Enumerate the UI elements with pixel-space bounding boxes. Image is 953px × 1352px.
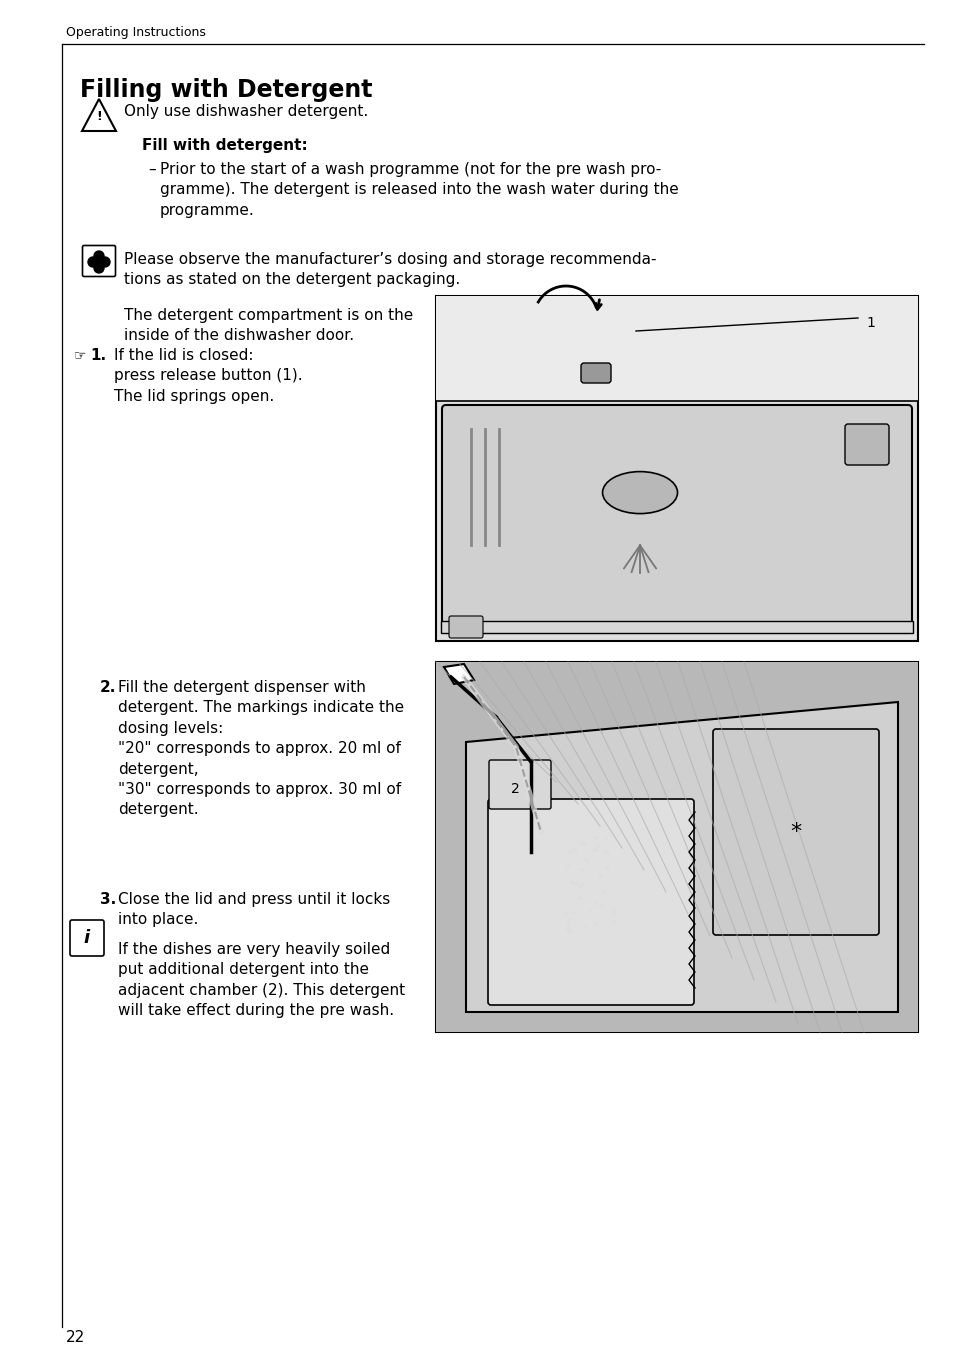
Polygon shape [436,296,917,402]
FancyBboxPatch shape [449,617,482,638]
Polygon shape [436,662,917,1032]
FancyBboxPatch shape [70,919,104,956]
Text: 1: 1 [865,316,874,330]
Text: Prior to the start of a wash programme (not for the pre wash pro-
gramme). The d: Prior to the start of a wash programme (… [160,162,678,218]
Circle shape [94,251,104,261]
Circle shape [96,260,102,265]
Polygon shape [443,664,474,684]
FancyBboxPatch shape [82,246,115,277]
Circle shape [88,257,98,266]
Text: Fill the detergent dispenser with
detergent. The markings indicate the
dosing le: Fill the detergent dispenser with deterg… [118,680,404,818]
Text: Only use dishwasher detergent.: Only use dishwasher detergent. [124,104,368,119]
Text: If the lid is closed:
press release button (1).
The lid springs open.: If the lid is closed: press release butt… [113,347,302,404]
FancyBboxPatch shape [488,799,693,1005]
Text: Fill with detergent:: Fill with detergent: [142,138,308,153]
Text: –: – [148,162,155,177]
Polygon shape [436,662,917,1032]
Circle shape [94,264,104,273]
Polygon shape [436,296,917,641]
Text: 3.: 3. [100,892,116,907]
Polygon shape [465,702,897,1013]
Text: Close the lid and press until it locks
into place.: Close the lid and press until it locks i… [118,892,390,927]
Text: 1.: 1. [90,347,106,362]
Text: 22: 22 [66,1330,85,1345]
Text: 2.: 2. [100,680,116,695]
Text: Please observe the manufacturer’s dosing and storage recommenda-
tions as stated: Please observe the manufacturer’s dosing… [124,251,656,288]
Text: !: ! [96,111,102,123]
Text: i: i [84,929,90,946]
Text: The detergent compartment is on the
inside of the dishwasher door.: The detergent compartment is on the insi… [124,308,413,343]
Circle shape [100,257,110,266]
Text: Filling with Detergent: Filling with Detergent [80,78,372,101]
Text: ☞: ☞ [74,347,87,362]
FancyBboxPatch shape [844,425,888,465]
Ellipse shape [602,472,677,514]
FancyBboxPatch shape [580,362,610,383]
FancyBboxPatch shape [489,760,551,808]
FancyBboxPatch shape [441,406,911,633]
Text: If the dishes are very heavily soiled
put additional detergent into the
adjacent: If the dishes are very heavily soiled pu… [118,942,405,1018]
FancyBboxPatch shape [440,621,912,633]
Text: Operating Instructions: Operating Instructions [66,26,206,39]
Text: 2: 2 [510,781,518,796]
Text: *: * [789,822,801,842]
FancyBboxPatch shape [712,729,878,936]
